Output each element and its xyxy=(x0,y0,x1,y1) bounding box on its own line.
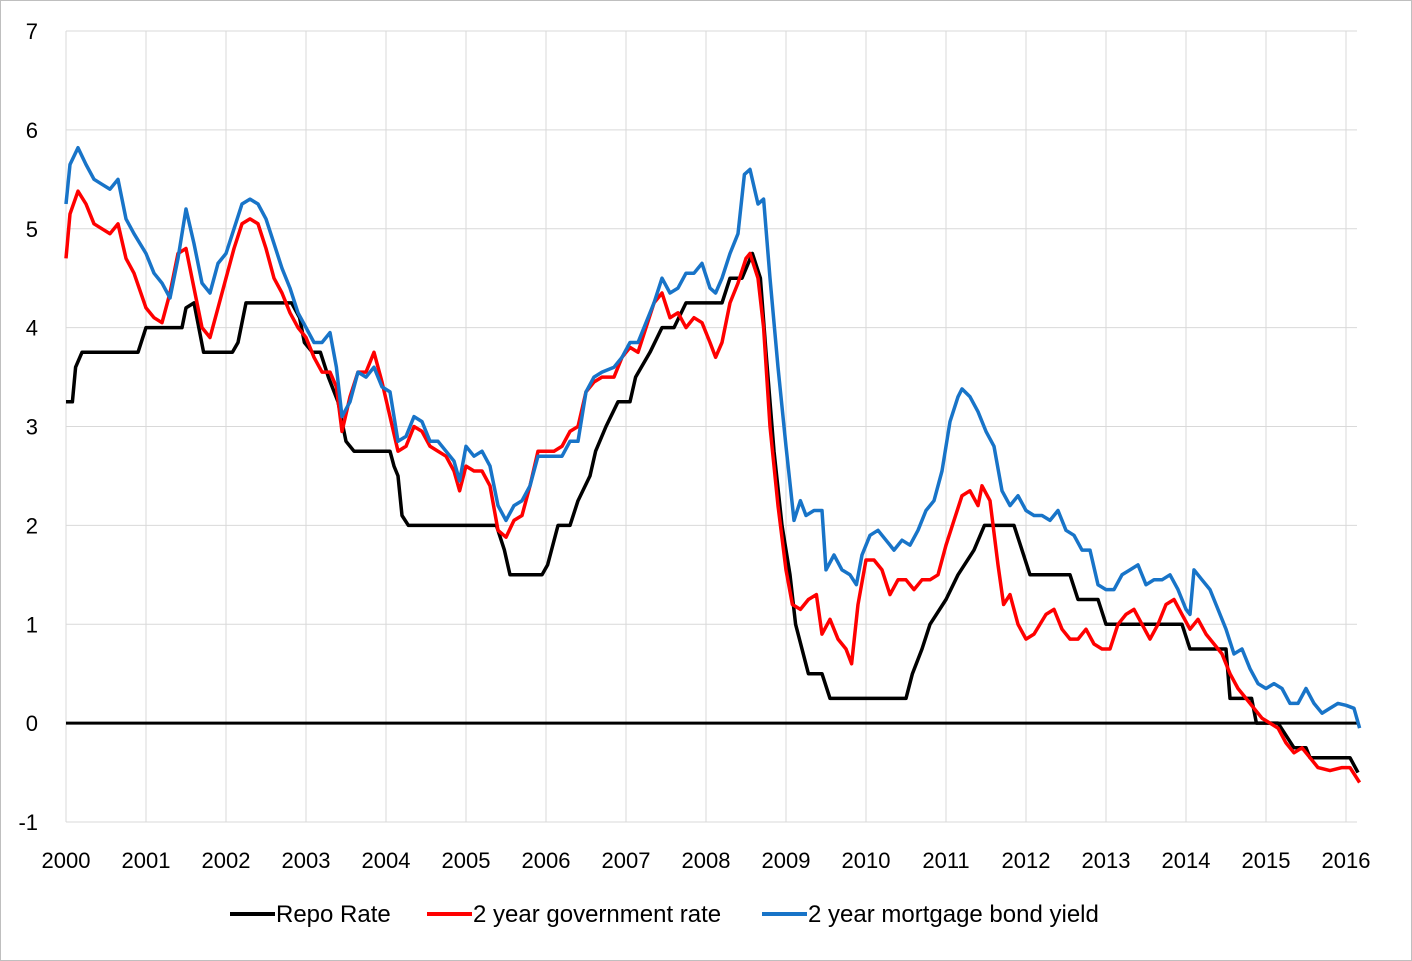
y-tick-label: 0 xyxy=(26,711,38,736)
x-tick-label: 2009 xyxy=(762,848,811,873)
series-lines xyxy=(64,145,1362,784)
x-tick-label: 2011 xyxy=(922,848,969,873)
x-tick-label: 2002 xyxy=(202,848,251,873)
legend: Repo Rate 2 year government rate 2 year mo… xyxy=(230,901,1099,928)
x-tick-label: 2000 xyxy=(42,848,91,873)
y-tick-label: 5 xyxy=(26,217,38,242)
x-tick-label: 2016 xyxy=(1322,848,1371,873)
x-tick-label: 2004 xyxy=(362,848,411,873)
x-tick-label: 2014 xyxy=(1162,848,1211,873)
x-tick-label: 2010 xyxy=(842,848,891,873)
x-tick-label: 2005 xyxy=(442,848,491,873)
y-axis-ticks: 7 6 5 4 3 2 1 0 -1 xyxy=(18,19,38,835)
series-line-1 xyxy=(66,251,1360,774)
y-tick-label: 4 xyxy=(26,316,38,341)
x-tick-label: 2008 xyxy=(682,848,731,873)
x-tick-label: 2006 xyxy=(522,848,571,873)
x-tick-label: 2015 xyxy=(1242,848,1291,873)
series-line-3 xyxy=(64,145,1362,729)
x-tick-label: 2007 xyxy=(602,848,651,873)
legend-label: 2 year mortgage bond yield xyxy=(808,901,1099,928)
y-tick-label: 3 xyxy=(26,415,38,440)
x-tick-label: 2012 xyxy=(1002,848,1051,873)
y-tick-label: 6 xyxy=(26,118,38,143)
y-tick-label: -1 xyxy=(18,810,38,835)
y-tick-label: 2 xyxy=(26,513,38,538)
y-tick-label: 7 xyxy=(26,19,38,44)
x-tick-label: 2013 xyxy=(1082,848,1131,873)
x-tick-label: 2003 xyxy=(282,848,331,873)
x-axis-ticks: 2000 2001 2002 2003 2004 2005 2006 2007 2008 2009… xyxy=(42,848,1371,873)
series-line-2 xyxy=(64,189,1362,784)
y-tick-label: 1 xyxy=(26,612,38,637)
x-tick-label: 2001 xyxy=(122,848,171,873)
legend-label: Repo Rate xyxy=(276,901,391,928)
legend-label: 2 year government rate xyxy=(473,901,721,928)
gridlines xyxy=(65,30,1357,823)
